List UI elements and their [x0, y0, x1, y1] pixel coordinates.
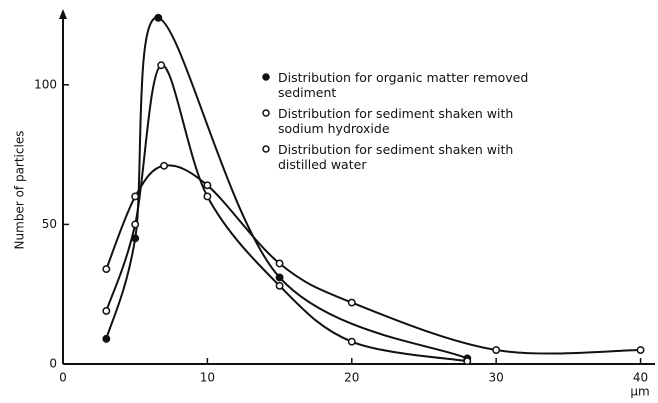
x-tick-label: 20 — [344, 371, 359, 385]
legend-marker — [262, 73, 270, 81]
legend-entry: Distribution for sediment shaken with di… — [278, 142, 514, 172]
y-tick-label: 0 — [49, 357, 57, 371]
legend-entry: Distribution for organic matter removed … — [278, 70, 529, 100]
data-point — [160, 161, 169, 170]
x-tick-label: 40 — [633, 371, 648, 385]
y-axis-arrow — [59, 9, 67, 19]
data-point — [463, 357, 472, 366]
y-tick-label: 100 — [34, 77, 57, 91]
legend-marker — [262, 145, 270, 153]
data-point — [157, 61, 166, 70]
data-point — [102, 265, 111, 274]
y-axis-label: Number of particles — [13, 131, 27, 250]
data-point — [347, 298, 356, 307]
series-line — [105, 16, 468, 360]
data-point — [102, 334, 111, 343]
data-point — [275, 259, 284, 268]
x-tick-label: 30 — [489, 371, 504, 385]
data-point — [102, 307, 111, 315]
data-point — [131, 192, 140, 201]
data-point — [275, 273, 284, 282]
x-tick-label: 0 — [59, 371, 67, 385]
data-point — [636, 346, 645, 354]
x-axis-label: µm — [630, 385, 649, 399]
data-point — [203, 181, 212, 190]
x-tick-label: 10 — [200, 371, 215, 385]
series-line — [105, 164, 641, 355]
data-point — [203, 192, 212, 201]
legend-marker — [262, 109, 270, 117]
data-point — [131, 220, 140, 229]
legend-entry: Distribution for sediment shaken with so… — [278, 106, 514, 136]
data-point — [154, 13, 163, 22]
y-tick-label: 50 — [42, 217, 57, 231]
data-point — [347, 337, 356, 346]
data-point — [275, 281, 284, 290]
data-point — [492, 346, 501, 354]
